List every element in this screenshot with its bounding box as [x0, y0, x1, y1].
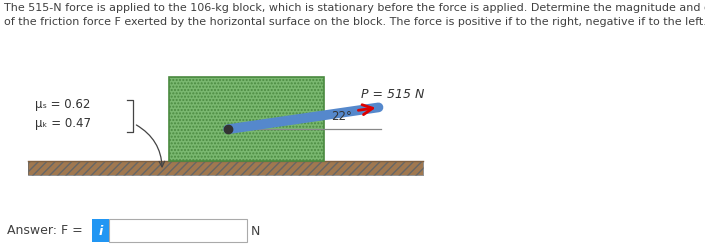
- Text: μₛ = 0.62: μₛ = 0.62: [35, 97, 91, 110]
- Bar: [28, 161, 423, 175]
- Text: N: N: [250, 224, 259, 237]
- FancyBboxPatch shape: [92, 219, 109, 242]
- Text: i: i: [98, 224, 103, 237]
- Text: μₖ = 0.47: μₖ = 0.47: [35, 116, 91, 129]
- Bar: [169, 78, 324, 161]
- Text: Answer: F =: Answer: F =: [7, 223, 82, 236]
- Text: 22°: 22°: [331, 110, 352, 122]
- Bar: [28, 161, 423, 175]
- Text: P = 515 N: P = 515 N: [361, 88, 424, 101]
- Bar: [109, 219, 247, 242]
- Text: The 515-N force is applied to the 106-kg block, which is stationary before the f: The 515-N force is applied to the 106-kg…: [4, 3, 705, 26]
